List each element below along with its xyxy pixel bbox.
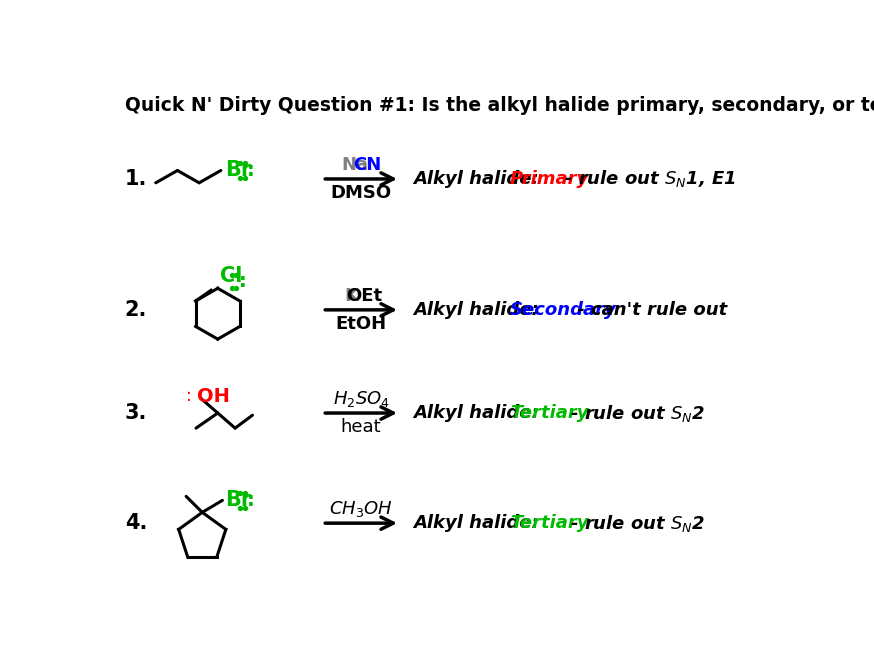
Text: - rule out $S_N$2: - rule out $S_N$2	[565, 403, 706, 423]
Text: $H_2SO_4$: $H_2SO_4$	[333, 389, 390, 409]
Text: Cl: Cl	[220, 266, 242, 286]
Text: :: :	[239, 272, 246, 291]
Text: Secondary: Secondary	[510, 301, 617, 319]
Text: - can't rule out: - can't rule out	[572, 301, 727, 319]
Text: 2.: 2.	[125, 300, 147, 320]
Text: :: :	[247, 161, 255, 180]
Text: K: K	[344, 287, 358, 305]
Text: $CH_3OH$: $CH_3OH$	[329, 499, 393, 519]
Text: 1.: 1.	[125, 169, 147, 189]
Text: Alkyl halide:: Alkyl halide:	[413, 301, 538, 319]
Text: Quick N' Dirty Question #1: Is the alkyl halide primary, secondary, or tertiary?: Quick N' Dirty Question #1: Is the alkyl…	[125, 96, 874, 115]
Text: DMSO: DMSO	[330, 184, 392, 202]
Text: Alkyl halide:: Alkyl halide:	[413, 170, 538, 188]
Text: Tertiary: Tertiary	[510, 514, 588, 532]
Text: EtOH: EtOH	[336, 315, 386, 333]
Text: heat: heat	[341, 418, 381, 436]
Text: - rule out $S_N$1, E1: - rule out $S_N$1, E1	[558, 168, 736, 190]
Text: 3.: 3.	[125, 403, 147, 423]
Text: OH: OH	[197, 387, 229, 406]
Text: CN: CN	[354, 156, 382, 174]
Text: Tertiary: Tertiary	[510, 404, 588, 422]
Text: Br: Br	[225, 161, 251, 180]
Text: - rule out $S_N$2: - rule out $S_N$2	[565, 513, 706, 533]
Text: Alkyl halide:: Alkyl halide:	[413, 514, 538, 532]
Text: 4.: 4.	[125, 513, 147, 533]
Text: Na: Na	[341, 156, 368, 174]
Text: OEt: OEt	[346, 287, 383, 305]
Text: Br: Br	[225, 490, 251, 511]
Text: Alkyl halide:: Alkyl halide:	[413, 404, 538, 422]
Text: Primary: Primary	[510, 170, 589, 188]
Text: :: :	[185, 387, 191, 405]
Text: :: :	[247, 491, 255, 510]
